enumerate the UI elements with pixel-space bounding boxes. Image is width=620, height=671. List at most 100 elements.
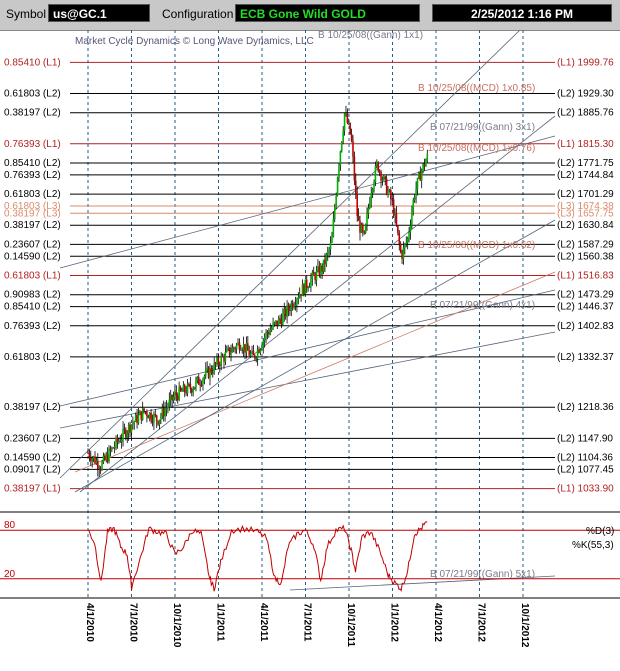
level-fib-label: 0.14590 (L2) bbox=[4, 251, 61, 262]
level-fib-label: 0.61803 (L3) bbox=[4, 201, 61, 212]
price-candle bbox=[102, 456, 105, 463]
date-tick-label: 7/1/2011 bbox=[302, 603, 313, 642]
price-candle bbox=[363, 231, 366, 234]
price-candle bbox=[378, 171, 381, 173]
price-candle bbox=[349, 122, 351, 134]
date-tick-label: 7/1/2010 bbox=[128, 603, 139, 642]
price-candle bbox=[304, 279, 307, 295]
price-candle bbox=[408, 232, 410, 239]
price-candle bbox=[324, 259, 326, 265]
price-candle bbox=[238, 342, 241, 350]
price-candle bbox=[98, 468, 101, 470]
price-candle bbox=[189, 384, 192, 389]
price-candle bbox=[265, 331, 267, 338]
channel-annotation: B 10/25/08((MCD) 1x0.62) bbox=[418, 240, 535, 251]
price-candle bbox=[422, 163, 424, 171]
channel-annotation: B 10/25/08((Gann) 1x1) bbox=[318, 30, 423, 41]
date-tick-label: 1/1/2011 bbox=[215, 603, 226, 642]
price-candle bbox=[147, 416, 150, 419]
level-price-label: (L2) 1402.83 bbox=[557, 321, 614, 332]
price-candle bbox=[133, 421, 136, 424]
price-candle bbox=[218, 364, 221, 367]
oscillator-80-label: 80 bbox=[4, 520, 16, 531]
price-candle bbox=[105, 454, 108, 460]
price-candle bbox=[251, 350, 253, 354]
symbol-label: Symbol bbox=[6, 7, 47, 21]
price-candle bbox=[158, 419, 161, 425]
price-candle bbox=[182, 385, 185, 392]
level-fib-label: 0.85410 (L1) bbox=[4, 57, 61, 68]
price-candle bbox=[311, 272, 314, 279]
price-candle bbox=[298, 294, 301, 298]
price-candle bbox=[315, 270, 318, 281]
price-candle bbox=[221, 356, 224, 358]
price-candle bbox=[162, 407, 165, 417]
level-price-label: (L2) 1885.76 bbox=[557, 108, 614, 119]
price-candle bbox=[167, 406, 169, 408]
level-fib-label: 0.90983 (L2) bbox=[4, 290, 61, 301]
price-candle bbox=[287, 305, 290, 310]
price-candle bbox=[369, 202, 371, 209]
price-candle bbox=[286, 305, 288, 317]
price-candle bbox=[244, 344, 246, 353]
price-candle bbox=[356, 193, 358, 217]
price-candle bbox=[113, 446, 116, 449]
fibonacci-levels: 0.85410 (L1) (L1) 1999.76 0.61803 (L2) (L2)… bbox=[4, 57, 614, 494]
price-candle bbox=[370, 193, 373, 203]
price-candle bbox=[188, 383, 190, 385]
price-candle bbox=[336, 178, 339, 196]
price-candle bbox=[185, 391, 187, 394]
price-candle bbox=[87, 452, 89, 454]
price-candle bbox=[203, 376, 206, 380]
price-candle bbox=[161, 407, 164, 416]
price-candle bbox=[283, 309, 286, 315]
price-candle bbox=[106, 454, 109, 462]
price-candle bbox=[183, 385, 186, 392]
price-candle bbox=[272, 323, 274, 329]
price-candle bbox=[223, 356, 225, 362]
price-candle bbox=[197, 376, 200, 385]
price-candle bbox=[362, 224, 364, 232]
datetime-display: 2/25/2012 1:16 PM bbox=[432, 4, 612, 22]
price-candle bbox=[342, 130, 344, 142]
price-candle bbox=[230, 352, 232, 355]
price-candle bbox=[409, 225, 412, 233]
date-tick-label: 4/1/2012 bbox=[432, 603, 443, 642]
price-candle bbox=[411, 211, 413, 226]
price-candle bbox=[322, 259, 325, 272]
configuration-label: Configuration bbox=[162, 7, 234, 21]
price-candle bbox=[123, 428, 126, 430]
price-candle bbox=[164, 409, 166, 417]
price-candle bbox=[151, 420, 154, 423]
channel-annotation: B 07/21/99((Gann) 3x1) bbox=[430, 122, 535, 133]
date-tick-label: 10/1/2012 bbox=[519, 603, 530, 648]
configuration-field[interactable]: ECB Gone Wild GOLD bbox=[235, 4, 420, 22]
price-candle bbox=[402, 247, 405, 259]
channel-line bbox=[74, 219, 556, 493]
price-candle bbox=[196, 376, 199, 381]
price-candle bbox=[132, 423, 134, 425]
symbol-field[interactable]: us@GC.1 bbox=[48, 4, 150, 22]
price-candle bbox=[319, 265, 322, 276]
configuration-toolbar: Symbol us@GC.1 Configuration ECB Gone Wi… bbox=[0, 0, 620, 31]
level-fib-label: 0.76393 (L2) bbox=[4, 170, 61, 181]
channel-line bbox=[59, 135, 556, 269]
price-candle bbox=[206, 367, 208, 370]
price-candle bbox=[141, 408, 144, 420]
price-candle bbox=[300, 294, 302, 296]
price-candle bbox=[245, 343, 248, 353]
level-price-label: (L2) 1630.84 bbox=[557, 220, 614, 231]
price-candle bbox=[227, 347, 230, 350]
price-candle bbox=[289, 309, 291, 312]
price-candle bbox=[258, 349, 260, 353]
price-candle bbox=[279, 318, 281, 320]
channel-line bbox=[59, 30, 521, 479]
price-candle bbox=[200, 384, 203, 386]
price-candle bbox=[220, 356, 222, 367]
level-price-label: (L2) 1446.37 bbox=[557, 302, 614, 313]
price-candle bbox=[308, 286, 311, 288]
price-candle bbox=[259, 349, 262, 353]
price-candle bbox=[262, 340, 265, 348]
price-candle bbox=[373, 182, 375, 190]
channel-annotation: B 07/21/99((Gann) 5x1) bbox=[430, 569, 535, 580]
